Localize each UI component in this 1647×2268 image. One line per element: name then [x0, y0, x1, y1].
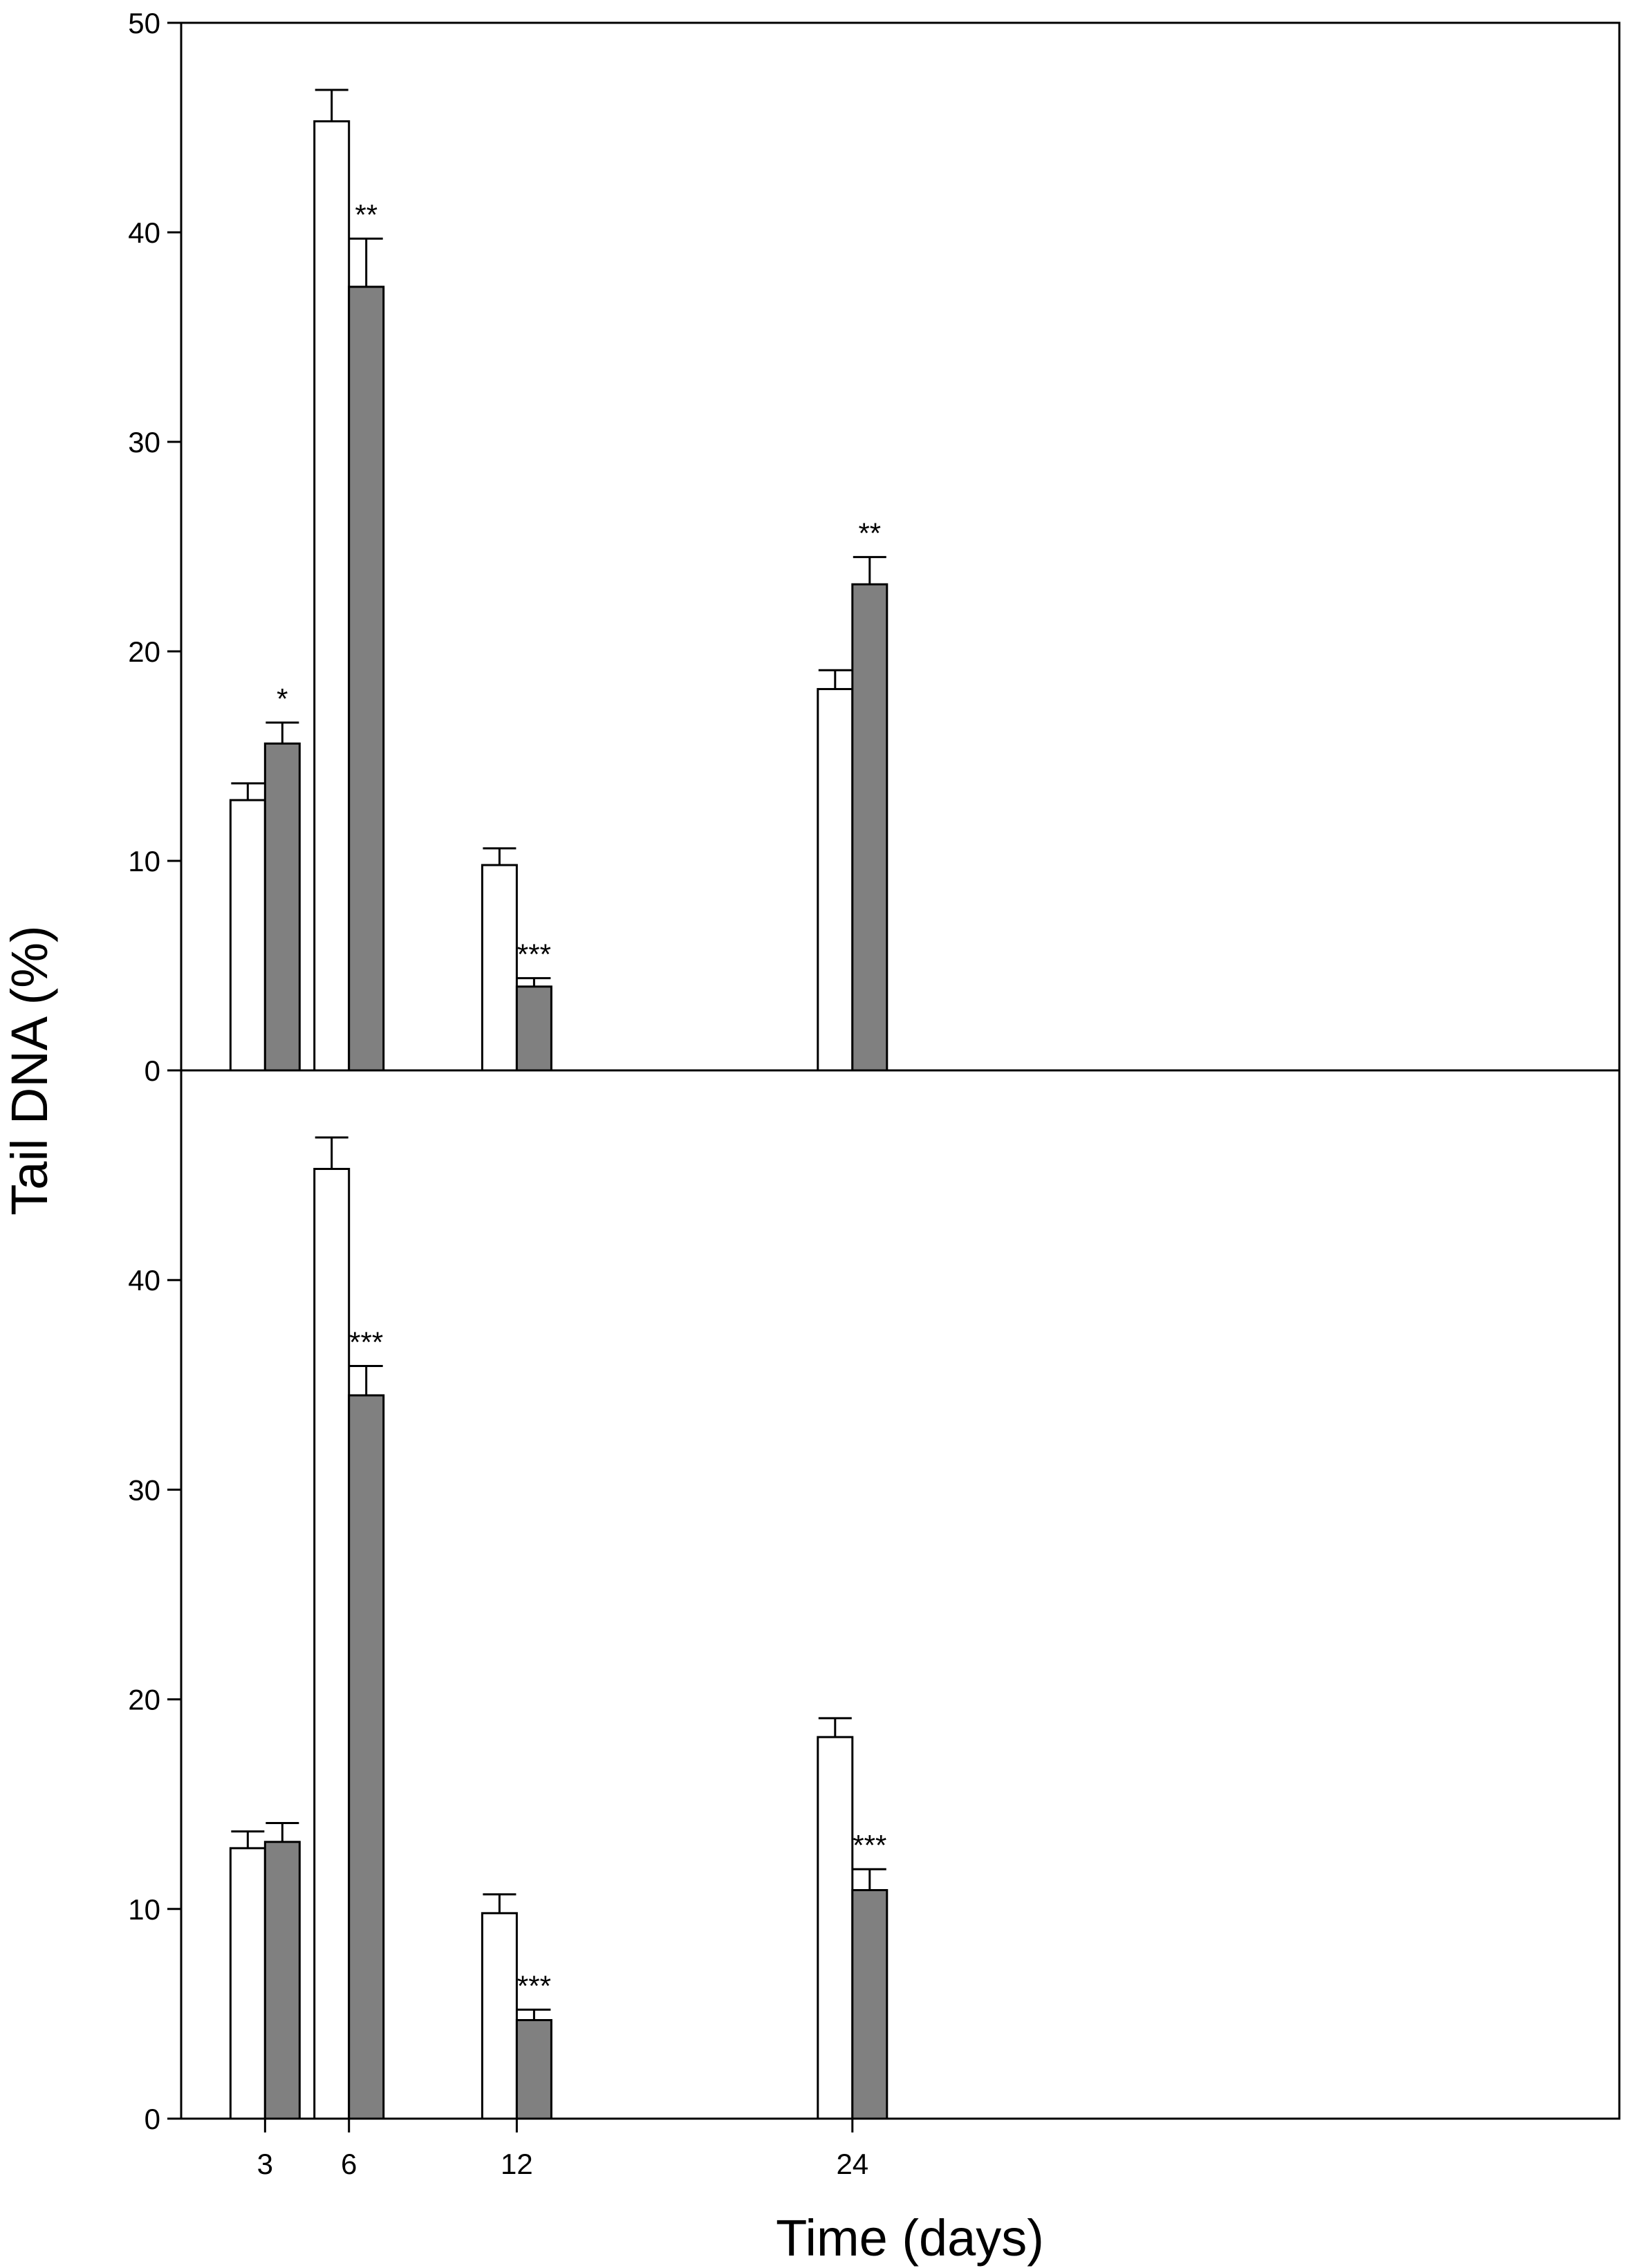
bar [348, 1394, 385, 2120]
bar [263, 1841, 301, 2120]
bar [348, 286, 385, 1072]
bar [817, 688, 854, 1072]
y-tick-label: 10 [128, 845, 160, 877]
y-tick-label: 40 [128, 216, 160, 249]
bar [313, 1168, 351, 2120]
y-tick-label: 50 [128, 7, 160, 39]
bar [817, 1736, 854, 2120]
y-tick-label: 0 [145, 1054, 160, 1087]
bar [229, 1847, 266, 2120]
bottom-panel: 0 10 20 30 40 *** *** *** [128, 1069, 1621, 2135]
bar [515, 2018, 552, 2120]
bar [263, 742, 301, 1072]
y-tick-label: 20 [128, 635, 160, 668]
x-axis-title: Time (days) [776, 2209, 1044, 2267]
significance-label: *** [853, 1829, 886, 1861]
panel-frame [180, 21, 1621, 1072]
bar [481, 864, 518, 1072]
y-tick-label: 20 [128, 1684, 160, 1716]
bar [851, 1889, 888, 2120]
y-tick-label: 0 [145, 2103, 160, 2135]
bar [229, 799, 266, 1072]
bar [515, 985, 552, 1072]
bar [313, 120, 351, 1072]
x-tick-label: 12 [501, 2148, 533, 2180]
x-axis-ticks: 3 6 12 24 [257, 2119, 868, 2180]
y-axis-title: Tail DNA (%) [1, 925, 58, 1215]
significance-label: *** [517, 938, 551, 971]
bar [851, 583, 888, 1072]
y-tick-label: 40 [128, 1264, 160, 1296]
x-tick-label: 3 [257, 2148, 273, 2180]
significance-label: * [277, 682, 288, 715]
x-tick-label: 24 [836, 2148, 868, 2180]
significance-label: *** [517, 1969, 551, 2002]
significance-label: ** [858, 517, 881, 550]
y-tick-label: 10 [128, 1893, 160, 1926]
panel-frame [180, 1069, 1621, 2120]
y-tick-label: 30 [128, 1474, 160, 1506]
significance-label: ** [355, 198, 378, 231]
significance-label: *** [349, 1326, 383, 1359]
y-tick-label: 30 [128, 426, 160, 458]
bar [481, 1912, 518, 2120]
x-tick-label: 6 [341, 2148, 357, 2180]
